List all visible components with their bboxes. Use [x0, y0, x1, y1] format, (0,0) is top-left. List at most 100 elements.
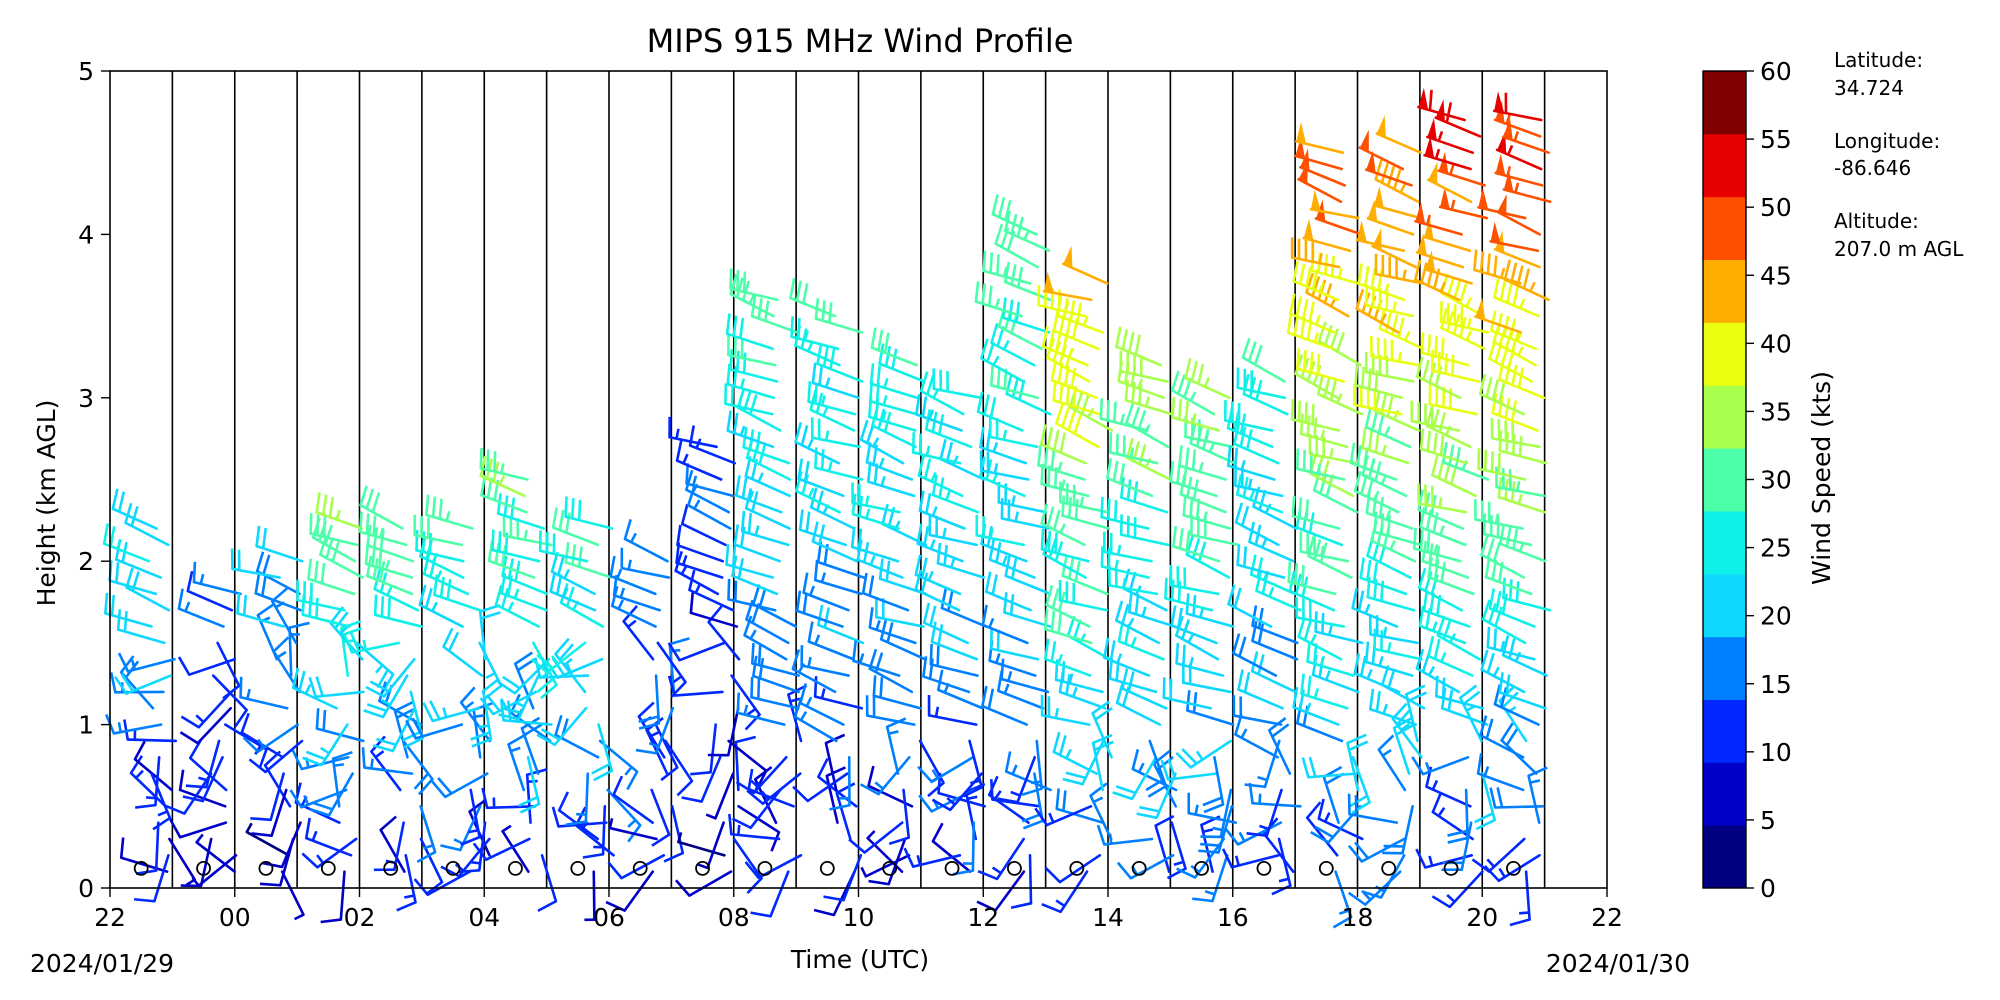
barb-feather — [797, 458, 804, 479]
barb-feather — [1062, 790, 1067, 811]
barb-feather — [986, 341, 995, 363]
barb-feather — [988, 539, 996, 560]
wind-barb — [1223, 399, 1274, 432]
barb-half-feather — [1529, 281, 1536, 292]
barb-half-feather — [992, 355, 1000, 366]
barb-staff — [554, 733, 600, 759]
wind-barb — [1493, 684, 1540, 726]
barb-feather — [1236, 544, 1241, 565]
wind-barb — [750, 870, 790, 918]
barb-feather — [792, 785, 809, 802]
barb-staff — [745, 456, 792, 481]
wind-barb — [1162, 677, 1212, 710]
barb-feather — [1298, 263, 1306, 285]
wind-barb — [974, 281, 1023, 318]
barb-feather — [1384, 311, 1393, 332]
wind-barb — [1236, 544, 1286, 579]
barb-feather — [1197, 541, 1207, 562]
barb-feather — [363, 709, 384, 719]
barb-staff — [1185, 612, 1235, 628]
barb-feather — [1246, 832, 1267, 837]
wind-barb — [1300, 673, 1349, 710]
wind-barb — [668, 637, 690, 694]
wind-barb — [962, 739, 984, 798]
barb-half-feather — [1238, 831, 1246, 842]
barb-feather — [850, 526, 856, 548]
barb-feather — [479, 604, 501, 613]
wind-barb — [1347, 837, 1406, 863]
barb-feather — [540, 728, 560, 741]
barb-feather — [927, 781, 945, 798]
barb-staff — [790, 335, 840, 351]
wind-barb — [1112, 755, 1158, 801]
barb-feather — [1040, 424, 1047, 445]
barb-feather — [1500, 722, 1514, 741]
barb-feather — [1509, 918, 1530, 927]
barb-feather — [820, 449, 825, 470]
plot-area — [102, 70, 1608, 929]
barb-half-feather — [995, 653, 1001, 664]
barb-feather — [1177, 398, 1183, 420]
wind-barb — [635, 706, 675, 755]
barb-staff — [989, 384, 1039, 400]
wind-barb — [729, 268, 779, 302]
barb-feather — [242, 736, 259, 753]
barb-staff — [1373, 409, 1421, 432]
barb-staff — [1359, 576, 1408, 596]
barb-feather — [272, 636, 290, 653]
wind-barb — [928, 514, 978, 547]
calm-marker — [1131, 860, 1147, 876]
barb-half-feather — [1431, 621, 1438, 632]
wind-barb — [1001, 297, 1051, 334]
barb-staff — [1440, 706, 1489, 726]
barb-feather — [735, 781, 755, 794]
barb-feather — [442, 627, 454, 648]
wind-barb — [123, 719, 178, 743]
barb-half-feather — [928, 409, 935, 420]
barb-feather — [1094, 740, 1114, 751]
wind-barb — [939, 438, 986, 481]
barb-feather — [1115, 433, 1119, 455]
barb-staff — [1464, 788, 1469, 840]
barb-staff — [1480, 553, 1526, 579]
barb-staff — [442, 645, 484, 677]
barb-feather — [1479, 715, 1488, 736]
barb-feather — [729, 349, 733, 370]
barb-staff — [981, 704, 1028, 726]
barb-staff — [872, 694, 922, 710]
barb-feather — [638, 715, 659, 723]
barb-feather — [903, 847, 915, 868]
wind-barb — [1447, 788, 1469, 844]
barb-staff — [744, 506, 791, 530]
barb-feather — [1510, 332, 1520, 353]
barb-feather — [977, 869, 998, 881]
barb-feather — [177, 656, 191, 676]
barb-feather — [551, 507, 558, 528]
barb-feather — [741, 280, 751, 301]
barb-feather — [826, 766, 846, 778]
barb-feather — [1380, 513, 1385, 535]
barb-half-feather — [374, 664, 384, 674]
barb-feather — [549, 571, 557, 592]
wind-barb — [1096, 824, 1154, 846]
barb-feather — [124, 502, 133, 524]
barb-feather — [917, 765, 933, 783]
barb-feather — [940, 587, 948, 609]
barb-staff — [794, 440, 841, 465]
wind-barb — [980, 338, 1025, 383]
wind-barb — [1241, 337, 1286, 383]
wind-barb — [114, 673, 173, 696]
wind-barb — [182, 755, 224, 803]
wind-barb — [1106, 458, 1154, 498]
barb-staff — [811, 381, 860, 400]
barb-half-feather — [1397, 351, 1403, 362]
barb-half-feather — [1399, 182, 1407, 194]
barb-feather — [1375, 691, 1381, 712]
barb-feather — [239, 676, 243, 698]
barb-feather — [1446, 310, 1455, 332]
wind-barb — [879, 619, 927, 661]
wind-barb — [1100, 546, 1150, 579]
barb-staff — [379, 828, 406, 873]
barb-staff — [1421, 559, 1470, 579]
wind-barb — [1306, 641, 1355, 677]
